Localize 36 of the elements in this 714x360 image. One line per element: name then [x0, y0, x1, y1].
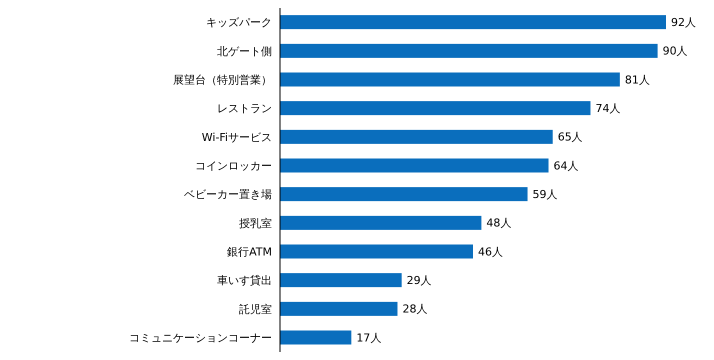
data-label: 92人 [671, 16, 696, 30]
bar [280, 330, 352, 344]
bar [280, 130, 553, 144]
y-tick-label: キッズパーク [206, 16, 272, 30]
bar [280, 158, 549, 172]
y-tick-label: 車いす貸出 [217, 274, 272, 288]
y-tick-label: 託児室 [239, 302, 272, 316]
data-label: 64人 [554, 159, 579, 172]
data-label: 74人 [595, 102, 620, 116]
bar [280, 101, 590, 116]
y-tick-label: コミュニケーションコーナー [129, 332, 272, 345]
data-label: 46人 [478, 245, 503, 258]
y-tick-label: 展望台（特別営業） [173, 74, 272, 87]
data-label: 90人 [662, 44, 688, 58]
bar [280, 216, 482, 230]
y-tick-label: Wi-Fiサービス [202, 130, 272, 144]
bar [280, 187, 528, 202]
y-tick-label: レストラン [217, 102, 272, 116]
y-tick-label: コインロッカー [195, 160, 272, 173]
bar [280, 15, 666, 30]
data-label: 17人 [356, 331, 382, 344]
bar [280, 244, 473, 258]
data-label: 65人 [558, 130, 583, 144]
data-label: 29人 [406, 274, 432, 288]
bar [280, 44, 658, 58]
data-label: 59人 [532, 188, 558, 202]
data-label: 28人 [402, 302, 428, 316]
y-tick-label: 銀行ATM [227, 246, 272, 259]
data-label: 81人 [624, 73, 650, 86]
bar [280, 302, 398, 316]
y-tick-label: ベビーカー置き場 [184, 188, 272, 202]
bar [280, 72, 620, 86]
data-label: 48人 [486, 216, 512, 230]
y-tick-label: 授乳室 [239, 216, 272, 230]
y-tick-label: 北ゲート側 [217, 44, 272, 58]
bar [280, 273, 402, 288]
